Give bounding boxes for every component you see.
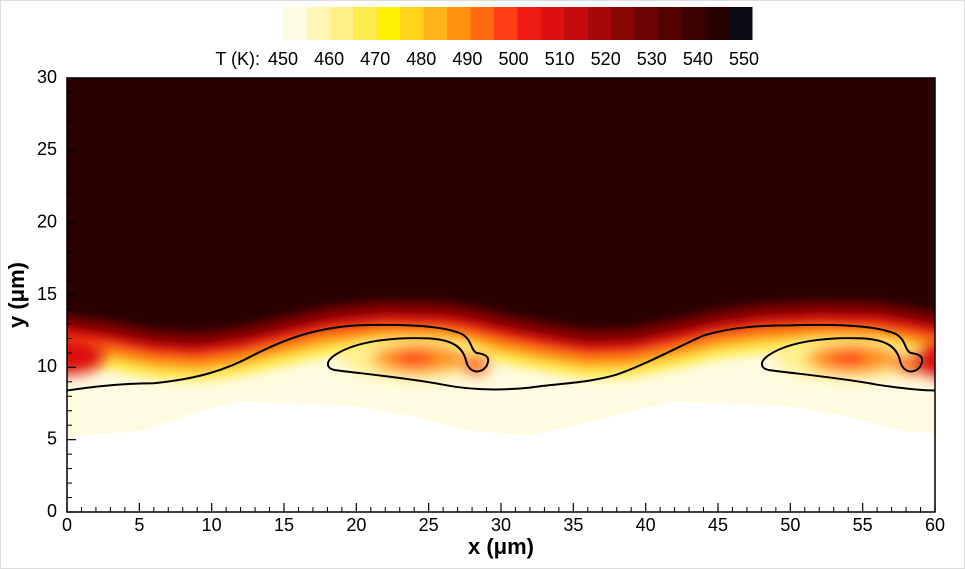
colorbar-tick-label: 490 — [452, 49, 482, 69]
x-tick-label: 50 — [780, 515, 800, 535]
colorbar-swatch — [494, 7, 518, 40]
colorbar-swatch — [540, 7, 565, 40]
colorbar-tick-label: 450 — [268, 49, 298, 69]
colorbar-title: T (K): — [215, 49, 260, 69]
y-tick-label: 0 — [47, 501, 57, 521]
colorbar-tick-label: 460 — [314, 49, 344, 69]
colorbar-swatch — [517, 7, 542, 40]
colorbar-swatch — [306, 7, 331, 40]
vortex — [827, 350, 869, 367]
y-tick-label: 30 — [37, 67, 57, 87]
x-tick-label: 5 — [134, 515, 144, 535]
field-band — [67, 78, 935, 336]
axes: 0 5 10 15 20 25 30 35 40 45 50 55 60 0 5 10 15 20 25 30 — [37, 67, 945, 535]
x-tick-label: 25 — [419, 515, 439, 535]
colorbar-tick-label: 520 — [591, 49, 621, 69]
colorbar-swatch — [470, 7, 495, 40]
x-tick-label: 45 — [708, 515, 728, 535]
colorbar-swatch — [658, 7, 683, 40]
x-tick-label: 10 — [202, 515, 222, 535]
vortex — [67, 336, 105, 375]
vortex — [393, 350, 435, 367]
x-tick-label: 0 — [62, 515, 72, 535]
colorbar-swatch — [423, 7, 448, 40]
colorbar-tick-label: 500 — [498, 49, 528, 69]
colorbar-tick-label: 550 — [729, 49, 759, 69]
y-tick-label: 10 — [37, 356, 57, 376]
colorbar-tick-label: 530 — [637, 49, 667, 69]
colorbar-swatch — [353, 7, 378, 40]
x-tick-label: 60 — [925, 515, 945, 535]
x-tick-label: 30 — [491, 515, 511, 535]
field-gradient — [67, 78, 935, 382]
y-tick-label: 25 — [37, 139, 57, 159]
y-axis-label: y (μm) — [4, 262, 29, 328]
colorbar-swatch — [705, 7, 730, 40]
contour-field — [67, 78, 935, 437]
colorbar-tick-label: 540 — [683, 49, 713, 69]
colorbar: 450 460 470 480 490 500 510 520 530 540 550 — [268, 7, 759, 69]
x-tick-label: 40 — [636, 515, 656, 535]
y-tick-label: 20 — [37, 211, 57, 231]
colorbar-swatch — [447, 7, 472, 40]
x-axis-label: x (μm) — [468, 534, 534, 559]
colorbar-swatch — [728, 7, 753, 40]
colorbar-tick-label: 480 — [406, 49, 436, 69]
colorbar-tick-label: 510 — [545, 49, 575, 69]
x-tick-label: 35 — [563, 515, 583, 535]
colorbar-swatch — [681, 7, 706, 40]
colorbar-swatch — [283, 7, 307, 40]
colorbar-swatch — [587, 7, 612, 40]
colorbar-swatch — [376, 7, 401, 40]
x-tick-label: 20 — [346, 515, 366, 535]
colorbar-swatch — [400, 7, 425, 40]
y-tick-label: 5 — [47, 428, 57, 448]
colorbar-swatch — [634, 7, 659, 40]
colorbar-tick-label: 470 — [360, 49, 390, 69]
x-tick-label: 55 — [853, 515, 873, 535]
isotherm — [67, 325, 935, 391]
colorbar-swatch — [564, 7, 589, 40]
colorbar-swatch — [611, 7, 636, 40]
colorbar-swatch — [329, 7, 354, 40]
x-tick-label: 15 — [274, 515, 294, 535]
y-tick-label: 15 — [37, 284, 57, 304]
